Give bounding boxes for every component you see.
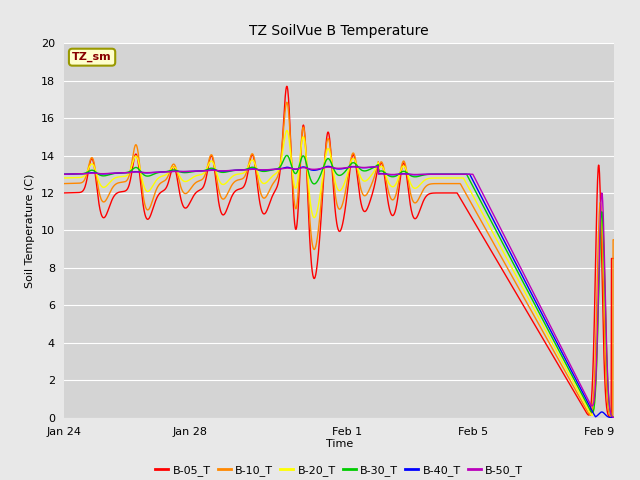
Title: TZ SoilVue B Temperature: TZ SoilVue B Temperature <box>250 24 429 38</box>
X-axis label: Time: Time <box>326 439 353 449</box>
Text: TZ_sm: TZ_sm <box>72 52 112 62</box>
Y-axis label: Soil Temperature (C): Soil Temperature (C) <box>26 173 35 288</box>
Legend: B-05_T, B-10_T, B-20_T, B-30_T, B-40_T, B-50_T: B-05_T, B-10_T, B-20_T, B-30_T, B-40_T, … <box>150 461 528 480</box>
